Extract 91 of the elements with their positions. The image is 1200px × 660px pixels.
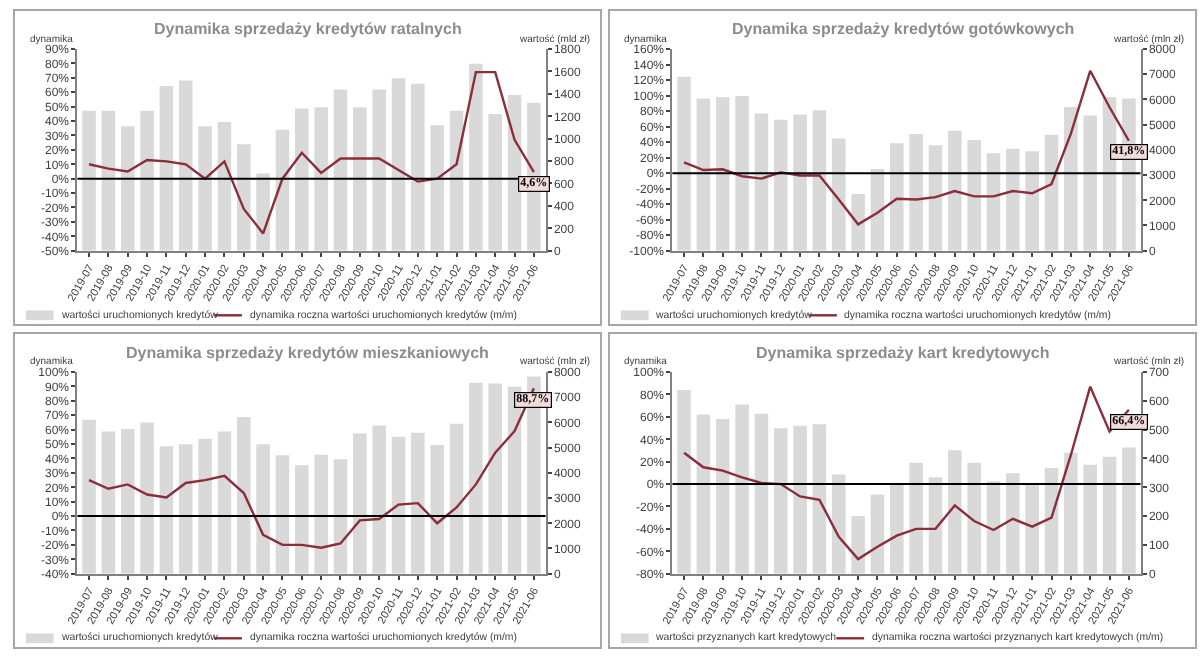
bar [198,438,212,574]
bar [372,89,386,251]
bar [928,145,943,251]
bar [773,119,788,251]
bar [256,444,270,574]
bar [372,425,386,574]
bar [488,114,502,251]
bar [735,404,749,574]
bar [890,483,904,574]
bar [1122,447,1136,574]
bar [677,76,691,251]
bar [469,382,483,574]
bar [1044,134,1059,251]
chart-title: Dynamika sprzedaży kredytów gotówkowych [732,20,1075,38]
chart-title: Dynamika sprzedaży kart kredytowych [756,344,1050,362]
bar [909,462,923,574]
bar [696,414,711,574]
bar [353,107,367,251]
bar [430,444,444,574]
bar [851,516,865,574]
bar [140,110,154,251]
bar [812,110,827,251]
bar [314,454,328,574]
bar [391,436,406,574]
bar [1025,483,1039,574]
bar [793,114,807,251]
bar [773,428,788,574]
bar [754,413,769,574]
bar [140,422,154,574]
bar [831,138,846,251]
bar [101,431,116,574]
bar [314,107,328,251]
bar [986,481,1001,574]
bar [159,86,174,251]
bar [411,83,425,251]
bar [715,419,730,574]
bar [101,110,116,251]
bar [793,425,807,574]
bar [82,419,96,574]
bar [696,98,711,251]
bar [948,450,962,574]
bar [198,126,212,251]
bar [1083,115,1097,251]
bar [333,89,348,251]
bar [120,126,135,251]
bar [333,459,348,574]
bar [217,431,232,574]
bar [430,125,444,251]
bar [1102,456,1117,574]
bar [1064,452,1078,574]
bar [967,140,981,251]
bar [735,95,749,251]
bar [275,455,290,574]
bar [1083,464,1097,574]
bar [82,110,96,251]
bar [411,432,425,574]
bar [851,193,865,251]
bar [986,153,1001,251]
bar [178,444,193,574]
bar [967,462,981,574]
bar [715,97,730,251]
bar [275,129,290,251]
bar [870,494,885,574]
bar [1006,473,1020,574]
bar [236,144,251,251]
bar [928,477,943,574]
bar [677,389,691,574]
bar [1064,107,1078,251]
chart-title: Dynamika sprzedaży kredytów ratalnych [154,20,462,38]
bar [449,423,464,574]
bar [469,63,483,251]
bar [754,113,769,251]
bar [831,474,846,574]
bar [120,429,135,574]
bar [909,134,923,251]
bar [236,416,251,574]
bar [178,80,193,251]
bar [391,78,406,251]
bar [159,446,174,574]
bar [488,383,502,574]
bar [890,143,904,251]
bar [948,130,962,251]
bar [1025,151,1039,251]
bar [295,465,309,574]
bar [1006,148,1020,251]
chart-title: Dynamika sprzedaży kredytów mieszkaniowych [126,344,490,362]
bar [353,433,367,574]
bar [256,173,270,251]
bar [295,108,309,251]
bar [217,121,232,251]
bar [812,424,827,574]
